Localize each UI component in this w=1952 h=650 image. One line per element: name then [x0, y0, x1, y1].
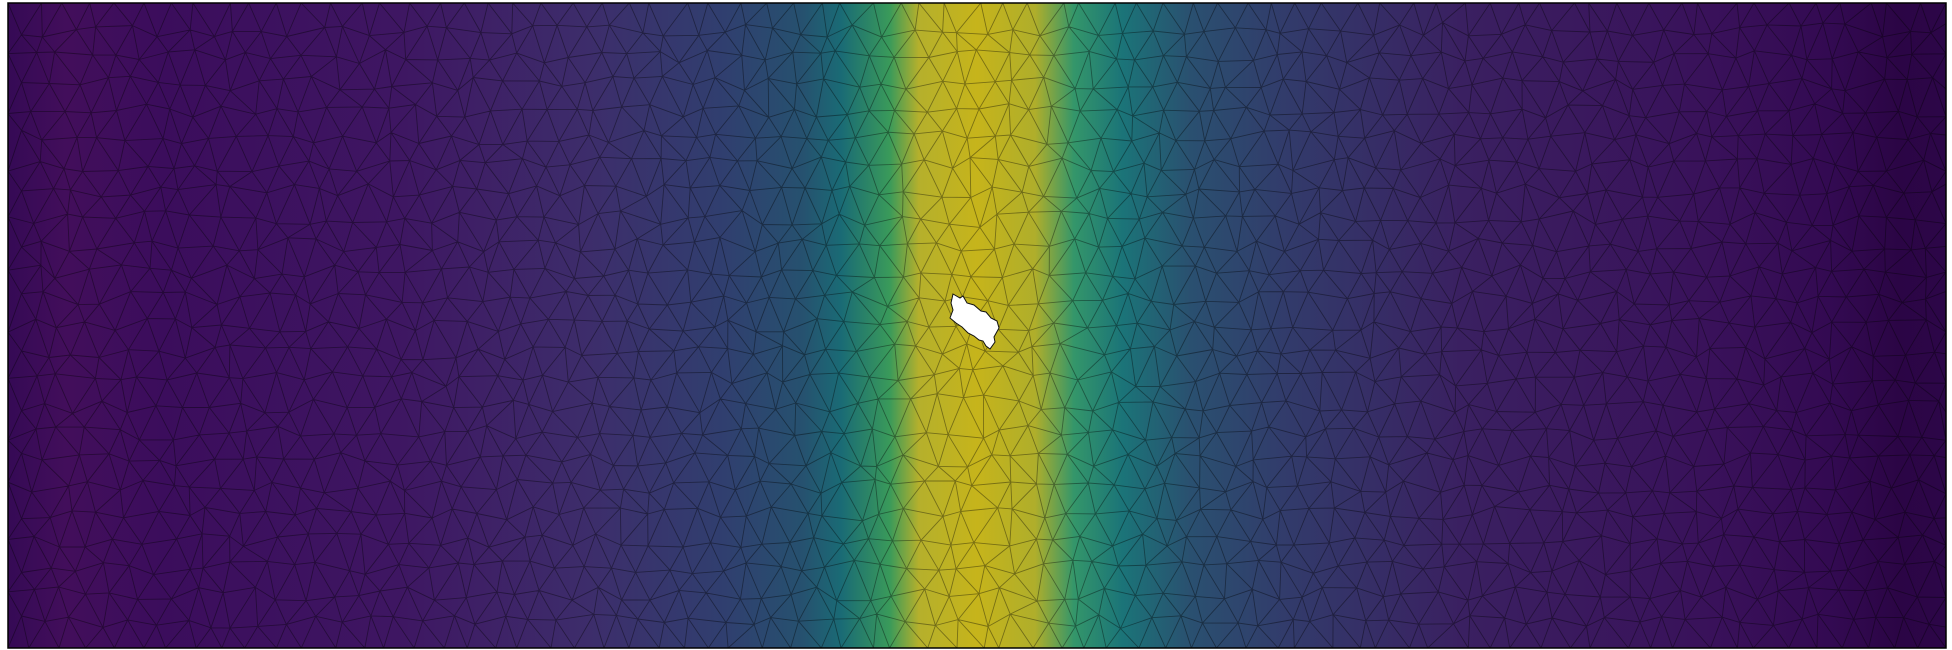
domain — [7, 2, 1947, 649]
central-hole — [949, 293, 1000, 350]
domain-frame — [7, 2, 1947, 649]
triangular-mesh — [8, 3, 1946, 648]
mesh-edges — [8, 3, 1946, 648]
